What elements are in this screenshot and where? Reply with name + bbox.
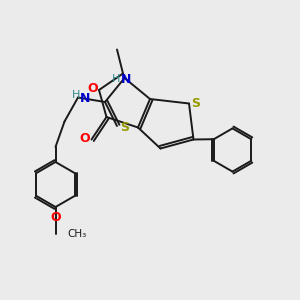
Text: N: N	[121, 73, 131, 86]
Text: H: H	[112, 74, 120, 85]
Text: O: O	[80, 131, 90, 145]
Text: O: O	[87, 82, 98, 95]
Text: S: S	[120, 121, 129, 134]
Text: N: N	[80, 92, 90, 106]
Text: O: O	[50, 211, 61, 224]
Text: S: S	[191, 97, 200, 110]
Text: CH₃: CH₃	[67, 229, 86, 239]
Text: H: H	[72, 90, 81, 100]
